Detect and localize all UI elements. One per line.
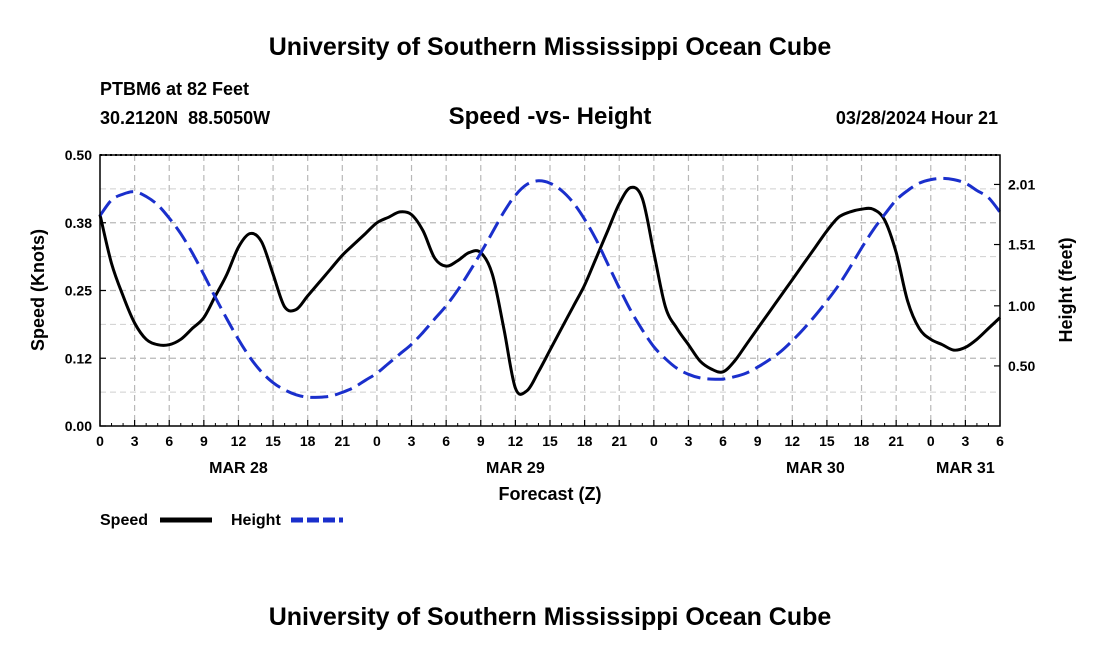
y-tick-label: 0.50 [65, 147, 92, 163]
y-axis-label: Speed (Knots) [28, 229, 48, 351]
x-tick-label: 0 [373, 433, 381, 449]
x-tick-label: 15 [542, 433, 558, 449]
y2-tick-label: 1.00 [1008, 298, 1035, 314]
x-tick-label: 21 [888, 433, 904, 449]
x-tick-label: 12 [785, 433, 801, 449]
x-tick-label: 6 [996, 433, 1004, 449]
legend-height-label: Height [231, 512, 281, 529]
y-tick-label: 0.25 [65, 283, 92, 299]
axes: 0 3 6 9 12 15 18 21 0 3 6 9 12 15 18 21 0 3 6 9 12 15 18 21 0 3 6M… [65, 147, 1036, 477]
grid-lines [100, 155, 1000, 426]
x-tick-label: 0 [650, 433, 658, 449]
y2-tick-label: 0.50 [1008, 358, 1035, 374]
station-label: PTBM6 at 82 Feet [100, 79, 249, 99]
x-tick-label: 12 [231, 433, 247, 449]
page-title: University of Southern Mississippi Ocean… [269, 33, 832, 61]
x-tick-label: 15 [819, 433, 835, 449]
x-tick-label: 6 [165, 433, 173, 449]
x-tick-label: 3 [408, 433, 416, 449]
x-tick-label: 21 [335, 433, 351, 449]
chart-title: Speed -vs- Height [449, 103, 652, 130]
x-tick-label: 9 [754, 433, 762, 449]
y-tick-label: 0.38 [65, 215, 92, 231]
x-tick-label: 9 [477, 433, 485, 449]
y2-tick-label: 2.01 [1008, 176, 1035, 192]
series-layer [98, 176, 1002, 399]
day-label: MAR 29 [486, 460, 545, 477]
y-tick-label: 0.00 [65, 418, 92, 434]
y2-tick-label: 1.51 [1008, 237, 1035, 253]
legend: Speed Height [100, 512, 343, 529]
x-tick-label: 21 [611, 433, 627, 449]
x-tick-label: 12 [508, 433, 524, 449]
x-tick-label: 6 [719, 433, 727, 449]
x-tick-label: 0 [927, 433, 935, 449]
coords-label: 30.2120N 88.5050W [100, 108, 270, 128]
x-tick-label: 3 [961, 433, 969, 449]
date-label: 03/28/2024 Hour 21 [836, 108, 998, 128]
x-tick-label: 18 [577, 433, 593, 449]
x-tick-label: 0 [96, 433, 104, 449]
day-label: MAR 28 [209, 460, 268, 477]
x-tick-label: 3 [131, 433, 139, 449]
x-tick-label: 9 [200, 433, 208, 449]
legend-speed-label: Speed [100, 512, 148, 529]
x-axis-label: Forecast (Z) [498, 484, 601, 504]
x-tick-label: 6 [442, 433, 450, 449]
x-tick-label: 15 [265, 433, 281, 449]
x-tick-label: 18 [854, 433, 870, 449]
day-label: MAR 31 [936, 460, 995, 477]
y-tick-label: 0.12 [65, 350, 92, 366]
footer-title: University of Southern Mississippi Ocean… [269, 603, 832, 631]
day-label: MAR 30 [786, 460, 845, 477]
speed-series-line [98, 185, 1002, 396]
height-series-line [98, 176, 1002, 399]
y2-axis-label: Height (feet) [1056, 238, 1076, 343]
x-tick-label: 3 [685, 433, 693, 449]
x-tick-label: 18 [300, 433, 316, 449]
